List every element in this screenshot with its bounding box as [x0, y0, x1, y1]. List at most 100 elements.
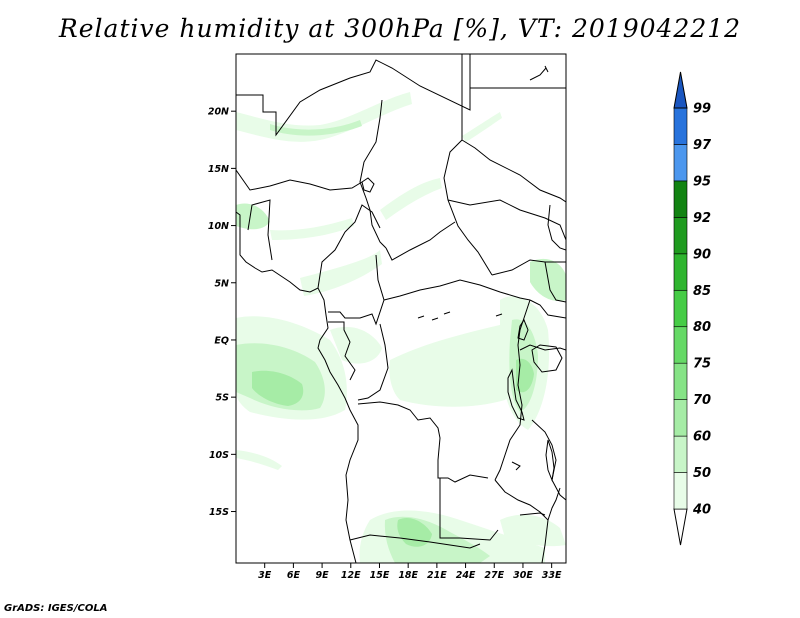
lon-tick-label: 21E — [427, 570, 447, 581]
humid-plume-atlantic-core — [252, 370, 304, 406]
humid-band-cameroon — [270, 218, 354, 240]
colorbar-swatch — [673, 435, 688, 473]
country-borders — [236, 54, 566, 563]
border-gabon-congo — [328, 321, 356, 381]
colorbar-swatch — [673, 180, 688, 218]
colorbar-swatch — [673, 472, 688, 510]
lat-tick-label: 20N — [208, 107, 229, 118]
colorbar-level-label: 40 — [692, 503, 711, 518]
lon-tick-label: 15E — [370, 570, 390, 581]
lake-chad — [361, 177, 375, 193]
nile-marks — [529, 65, 549, 81]
border-south-sudan — [447, 199, 566, 276]
lon-tick-label: 12E — [341, 570, 361, 581]
colorbar-level-label: 80 — [693, 320, 711, 335]
border-drc-east — [494, 299, 531, 481]
border-mali-burkina — [236, 169, 271, 191]
colorbar-swatch — [673, 217, 688, 255]
lake-kariba — [519, 512, 546, 516]
colorbar-swatch — [673, 107, 688, 145]
lake-tanganyika — [507, 368, 525, 421]
colorbar-level-label: 99 — [693, 102, 711, 117]
colorbar-level-label: 70 — [693, 393, 711, 408]
border-rwanda-burundi — [519, 344, 566, 351]
lake-victoria — [531, 344, 563, 373]
colorbar-swatch — [673, 253, 688, 291]
latitude-axis: 20N 15N 10N 5N EQ 5S 10S 15S — [208, 107, 236, 518]
border-tanzania — [531, 419, 566, 501]
lake-albert — [517, 318, 529, 341]
humid-band-sahel-west-core — [270, 120, 362, 136]
lon-tick-label: 18E — [398, 570, 418, 581]
humid-patch-gulf — [300, 250, 382, 296]
coastline-west-africa — [236, 211, 359, 563]
lat-tick-label: 10N — [208, 221, 229, 232]
colorbar-level-label: 75 — [693, 357, 711, 372]
congo-river-marks — [417, 311, 521, 471]
border-angola-zambia — [439, 478, 499, 541]
border-chad-car — [375, 221, 456, 301]
lat-tick-label: EQ — [214, 335, 229, 346]
colorbar-level-label: 92 — [693, 211, 711, 226]
lat-tick-label: 10S — [209, 450, 229, 461]
border-sahara — [236, 54, 471, 137]
border-car-drc — [383, 279, 531, 301]
humid-patch-mozambique — [500, 514, 566, 547]
border-congo-drc — [357, 323, 389, 401]
humid-tail-angola — [236, 450, 282, 470]
border-niger-nigeria — [269, 179, 363, 191]
humid-band-sudan — [462, 112, 502, 142]
map-frame — [235, 53, 567, 564]
humid-patch-congo-west — [330, 326, 382, 364]
colorbar-swatch — [673, 399, 688, 437]
colorbar-level-label: 97 — [693, 138, 712, 153]
border-libya-egypt — [469, 87, 566, 110]
lat-tick-label: 5N — [214, 278, 229, 289]
colorbar-level-label: 90 — [693, 247, 711, 262]
colorbar-upper-arrow — [673, 71, 688, 109]
colorbar-level-label: 85 — [693, 284, 711, 299]
lat-tick-label: 15N — [208, 164, 229, 175]
lon-tick-label: 33E — [542, 570, 562, 581]
humid-patch-nigeria — [236, 203, 270, 230]
lon-tick-label: 6E — [287, 570, 301, 581]
lon-tick-label: 27E — [484, 570, 504, 581]
lake-malawi — [545, 439, 555, 482]
map-title: Relative humidity at 300hPa [%], VT: 201… — [58, 14, 742, 43]
border-sudan-east — [461, 139, 566, 203]
colorbar-lower-arrow — [673, 508, 688, 546]
humid-band-chad — [380, 178, 442, 220]
border-malawi — [547, 487, 561, 521]
lon-tick-label: 24E — [456, 570, 476, 581]
lon-tick-label: 30E — [513, 570, 533, 581]
colorbar: 40 50 60 70 75 80 85 90 92 95 97 99 — [673, 71, 712, 546]
lon-tick-label: 3E — [258, 570, 272, 581]
border-benin — [247, 199, 273, 261]
colorbar-swatch — [673, 289, 688, 328]
colorbar-swatch — [673, 326, 688, 364]
lat-tick-label: 5S — [216, 393, 230, 404]
border-zambia-east — [494, 479, 549, 563]
grads-credit: GrADS: IGES/COLA — [4, 603, 108, 614]
colorbar-swatch — [673, 362, 688, 400]
lat-tick-label: 15S — [209, 507, 229, 518]
humid-patch-lake-tanganyika — [516, 358, 534, 393]
humidity-shading — [236, 92, 566, 563]
border-drc-angola — [357, 401, 489, 483]
border-uganda-kenya — [529, 261, 566, 319]
colorbar-swatch — [673, 144, 688, 182]
colorbar-level-label: 95 — [693, 174, 711, 189]
humid-patch-zambia-core — [397, 517, 432, 547]
border-ethiopia-edge — [547, 204, 566, 251]
border-angola-namibia — [349, 534, 481, 549]
colorbar-level-label: 60 — [693, 430, 711, 445]
longitude-axis: 3E 6E 9E 12E 15E 18E 21E 24E 27E 30E 33E — [258, 563, 562, 581]
colorbar-level-label: 50 — [693, 466, 711, 481]
border-nigeria-cameroon — [317, 204, 381, 289]
humid-patch-congo-basin — [389, 320, 525, 407]
border-niger-chad — [359, 99, 387, 249]
border-cameroon-congo — [328, 299, 385, 326]
border-chad-sudan — [443, 54, 493, 276]
lon-tick-label: 9E — [316, 570, 330, 581]
